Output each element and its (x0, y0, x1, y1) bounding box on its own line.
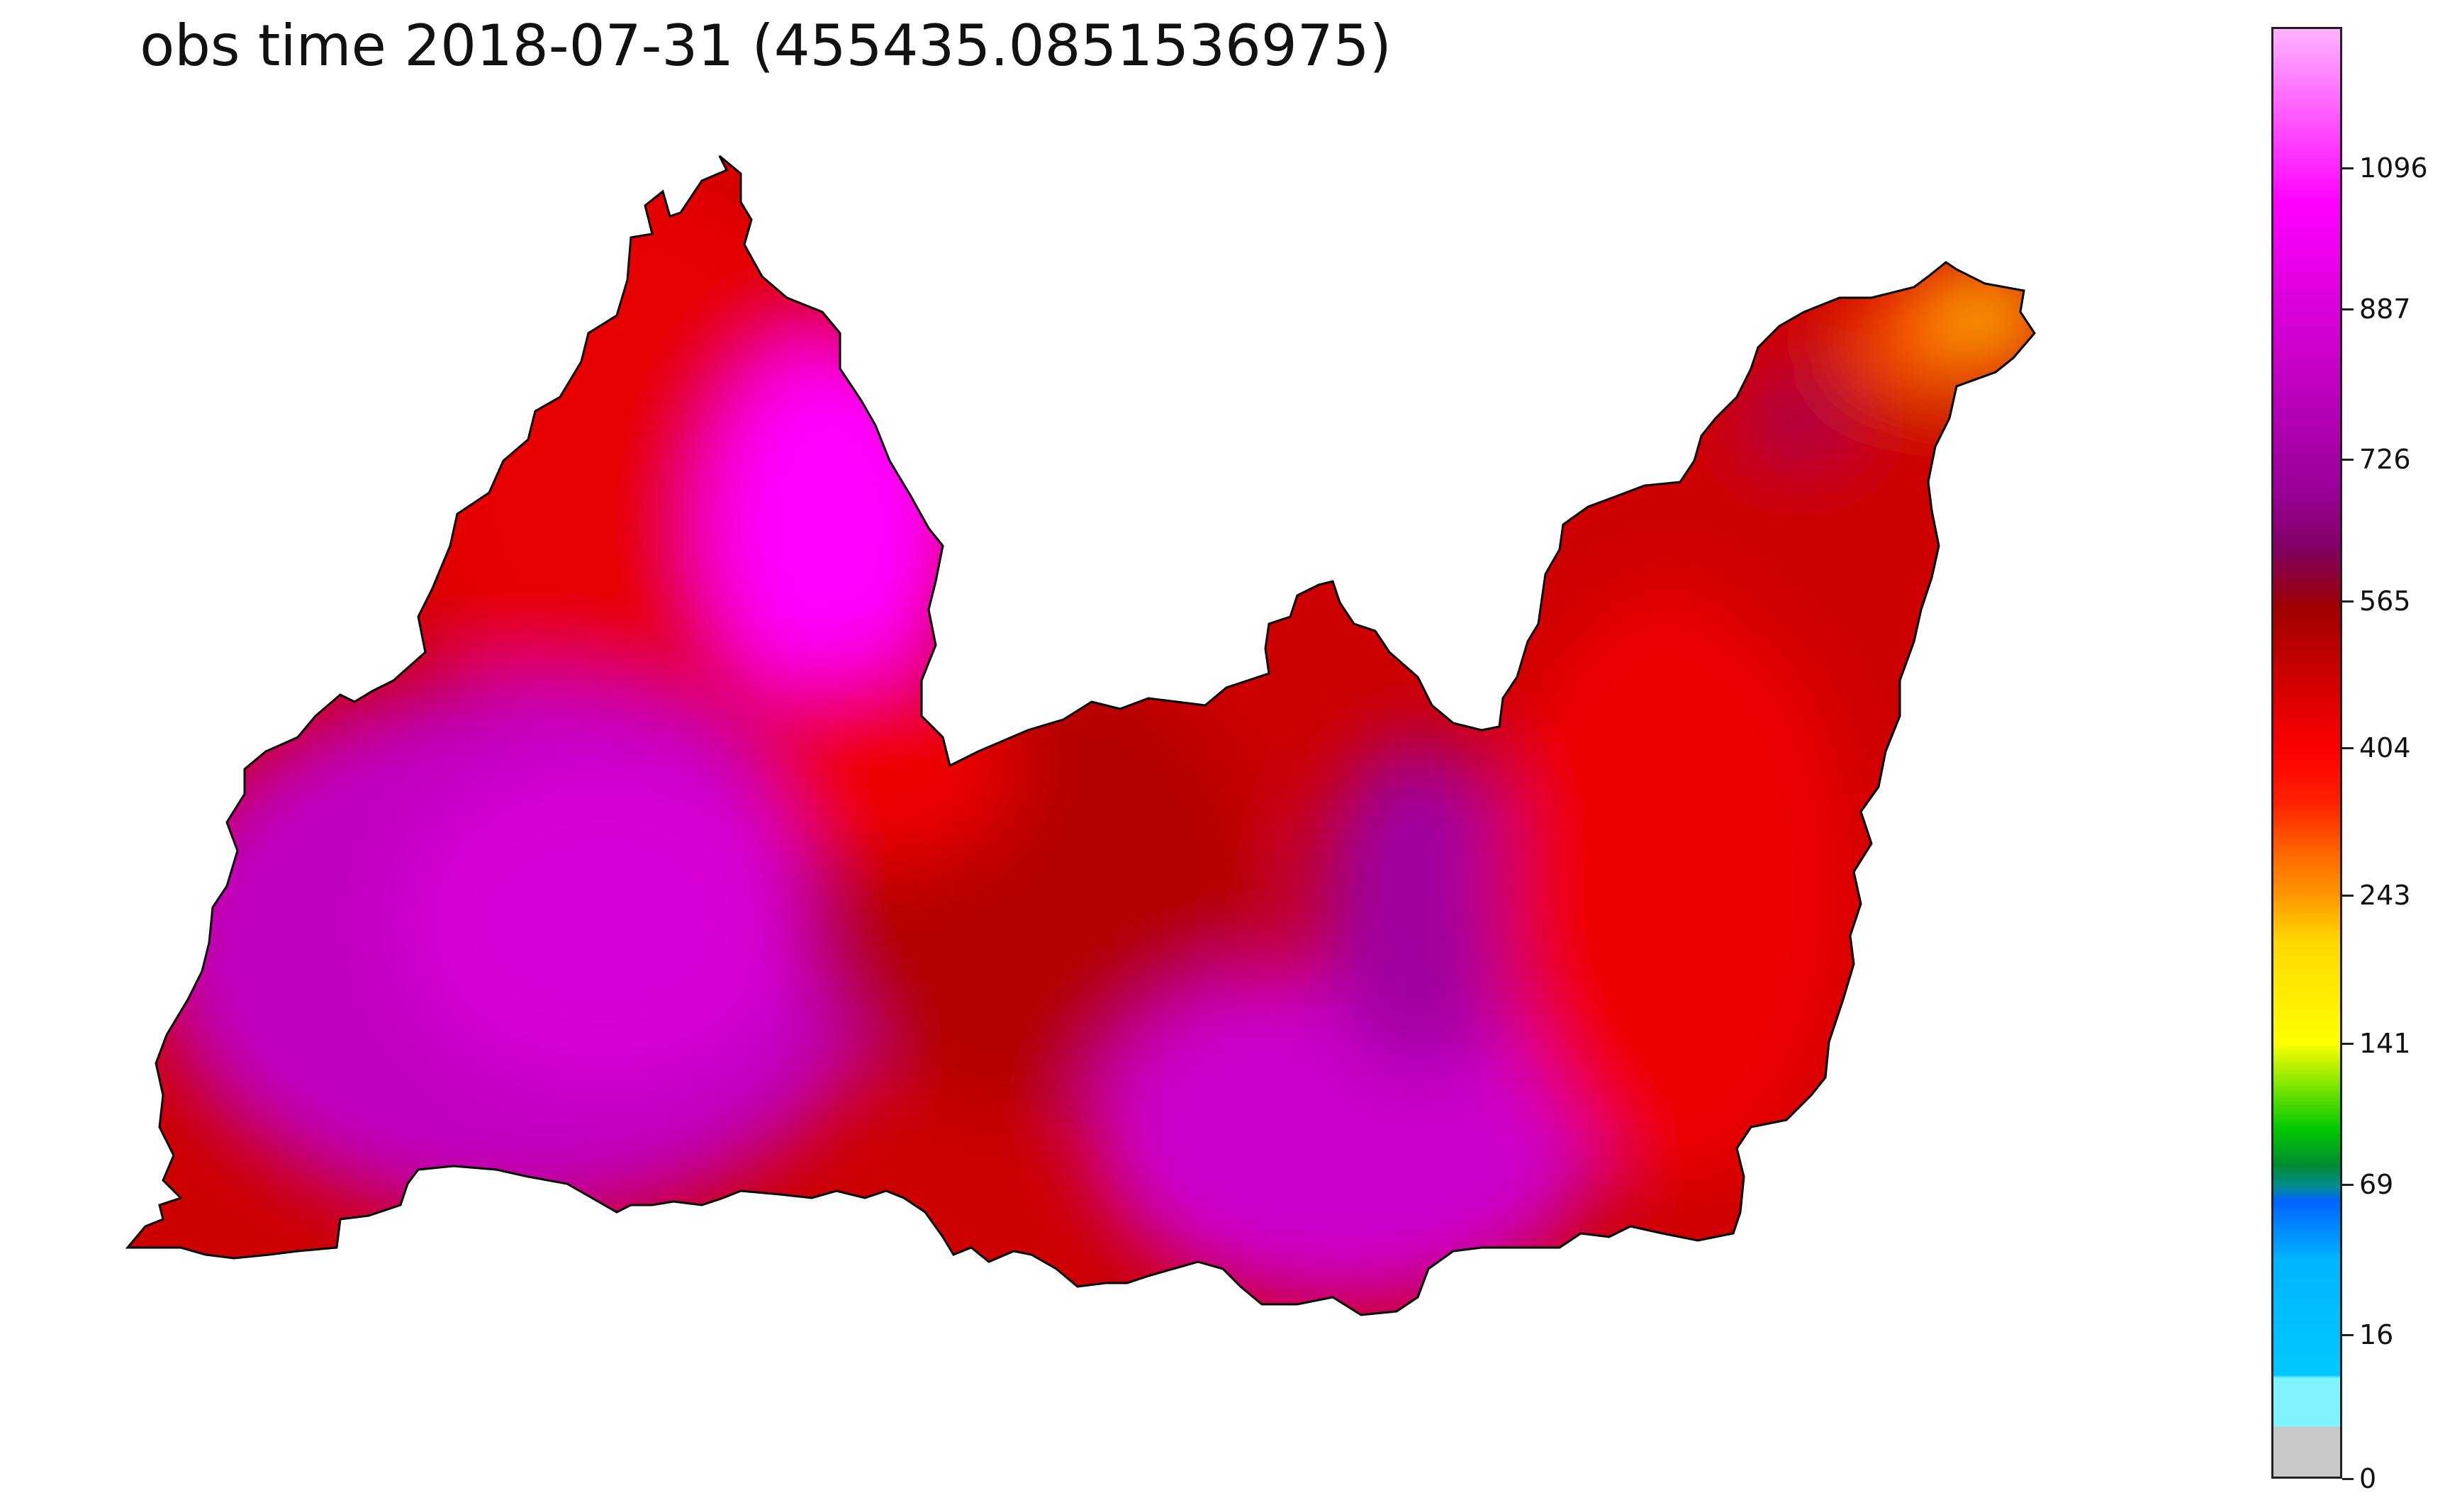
colorbar-tick-mark (2342, 747, 2354, 749)
region-south-purple (1319, 737, 1517, 1077)
colorbar-tick-mark (2342, 600, 2354, 603)
colorbar-tick-label: 69 (2359, 1169, 2394, 1200)
colorbar (2271, 27, 2342, 1479)
colorbar-tick-mark (2342, 1184, 2354, 1186)
colorbar-tick-label: 887 (2359, 293, 2411, 325)
colorbar-tick-mark (2342, 167, 2354, 169)
rainfall-field (128, 156, 2035, 1315)
map-title: obs time 2018-07-31 (455435.0851536975) (140, 13, 1392, 79)
colorbar-tick-mark (2342, 308, 2354, 310)
colorbar-tick-mark (2342, 895, 2354, 897)
colorbar-tick-mark (2342, 1478, 2354, 1480)
region-south-center (1092, 964, 1602, 1304)
colorbar-tick-label: 0 (2359, 1463, 2377, 1494)
colorbar-tick-mark (2342, 459, 2354, 461)
region-north-east-orange (1850, 298, 1949, 383)
colorbar-gradient (2273, 29, 2340, 1477)
colorbar-tick-label: 1096 (2359, 152, 2428, 184)
region-west-core (404, 758, 801, 1085)
region-east (1496, 588, 1850, 1184)
colorbar-tick-mark (2342, 1334, 2354, 1336)
colorbar-tick-label: 565 (2359, 586, 2411, 617)
colorbar-tick-mark (2342, 1043, 2354, 1045)
region-center-red (759, 666, 1014, 865)
colorbar-tick-label: 404 (2359, 732, 2411, 763)
region-north-east-purple (1758, 390, 1843, 447)
colorbar-tick-label: 141 (2359, 1028, 2411, 1059)
colorbar-tick-label: 16 (2359, 1319, 2394, 1350)
region-north-east (1687, 326, 1971, 666)
colorbar-tick-label: 243 (2359, 880, 2411, 911)
colorbar-tick-label: 726 (2359, 444, 2411, 475)
